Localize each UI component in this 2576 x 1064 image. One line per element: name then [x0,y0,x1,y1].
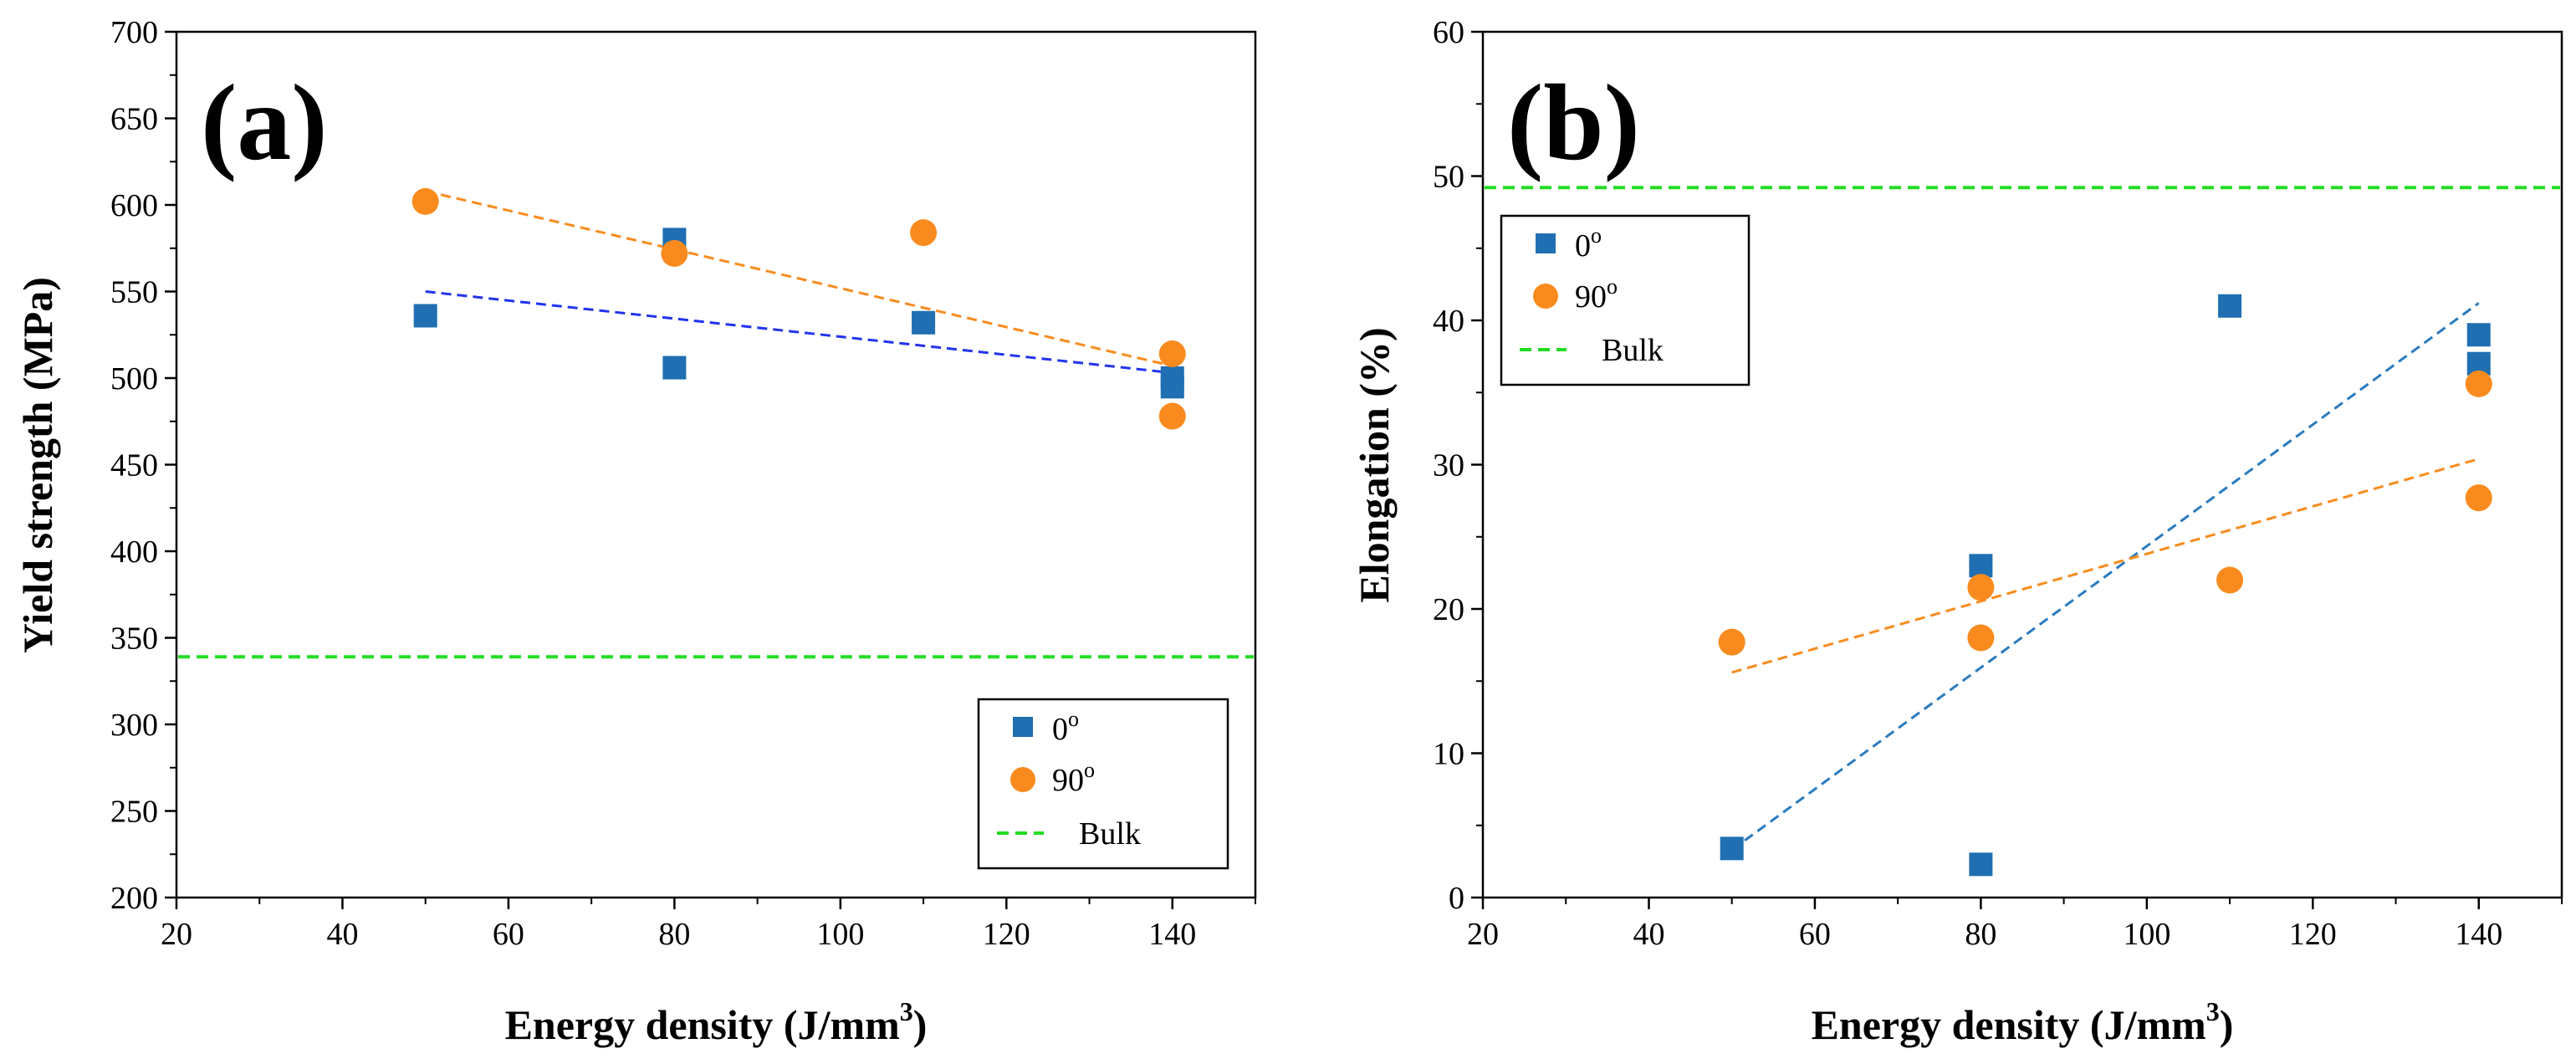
data-point-90deg [1967,624,1995,652]
x-tick-label: 40 [1633,917,1664,952]
y-tick-label: 350 [110,622,158,657]
legend-label-90-a: 90o [1052,758,1095,798]
legend-label-bulk-b: Bulk [1602,333,1664,368]
data-point-0deg [662,356,687,380]
y-tick-label: 550 [110,275,158,310]
legend-marker-0-a [1013,717,1033,737]
panel-b: (b) 20 40 60 80 100 120 140 0 10 20 30 40 50 60 Energ… [1351,15,2563,1048]
legend-label-0-a: 0o [1052,707,1079,747]
x-tick-label: 40 [326,917,358,952]
data-point-90deg [910,219,938,247]
y-tick-label: 450 [110,448,158,483]
fit-line-90 [1731,458,2480,674]
y-tick-label: 30 [1433,448,1464,483]
y-tick-label: 500 [110,361,158,396]
data-point-0deg [2466,323,2491,347]
data-point-90deg [411,187,439,215]
data-point-90deg [2465,484,2492,512]
data-point-0deg [1160,375,1184,399]
y-axis-title-a: Yield strength (MPa) [14,277,61,653]
plot-frame-b [1481,30,2563,899]
data-point-90deg [661,239,688,267]
fit-line-90 [425,189,1173,367]
data-point-90deg [1158,340,1186,368]
data-point-90deg [1718,628,1745,656]
y-tick-label: 10 [1433,737,1464,772]
data-point-90deg [2465,370,2492,397]
y-tick-label: 400 [110,535,158,570]
data-point-90deg [2216,566,2244,594]
legend-label-bulk-a: Bulk [1079,816,1141,852]
x-tick-label: 120 [983,917,1030,952]
y-axis-title-b: Elongation (%) [1351,327,1398,602]
y-tick-label: 200 [110,881,158,916]
panel-label-a: (a) [201,63,328,183]
y-tick-label: 40 [1433,304,1464,339]
data-point-0deg [1969,852,1993,877]
legend-marker-90-b [1533,284,1558,309]
data-point-0deg [912,310,936,335]
y-tick-label: 60 [1433,15,1464,50]
x-tick-label: 60 [493,917,524,952]
y-tick-label: 20 [1433,592,1464,627]
data-point-0deg [1720,836,1744,861]
x-tick-label: 120 [2289,917,2337,952]
y-tick-label: 0 [1449,881,1464,916]
panel-label-b: (b) [1507,63,1640,183]
y-tick-label: 650 [110,102,158,137]
x-tick-label: 140 [1148,917,1196,952]
panel-a: (a) 20 40 60 80 100 120 140 200 250 300 350 400 450 5… [14,15,1257,1048]
y-tick-label: 50 [1433,160,1464,195]
legend-label-0-b: 0o [1575,223,1602,263]
y-tick-label: 300 [110,708,158,743]
y-tick-label: 600 [110,188,158,223]
x-tick-label: 100 [816,917,864,952]
x-axis-title-b: Energy density (J/mm3) [1812,996,2234,1048]
legend-label-90-b: 90o [1575,274,1618,315]
x-tick-label: 140 [2455,917,2502,952]
legend-marker-0-b [1536,233,1556,253]
y-tick-label: 250 [110,795,158,830]
legend-a: 0o 90o Bulk [977,698,1229,870]
x-tick-label: 60 [1799,917,1831,952]
x-tick-label: 20 [161,917,192,952]
data-point-90deg [1967,574,1995,601]
fit-line-0 [1730,302,2480,852]
x-tick-label: 100 [2123,917,2170,952]
data-point-0deg [1969,554,1993,578]
x-tick-label: 80 [1965,917,1996,952]
legend-b: 0o 90o Bulk [1500,214,1751,386]
fit-line-0 [425,290,1173,375]
y-tick-label: 700 [110,15,158,50]
data-point-0deg [2218,294,2242,318]
x-tick-label: 20 [1467,917,1499,952]
x-tick-label: 80 [658,917,690,952]
legend-marker-90-a [1010,767,1035,792]
data-point-0deg [413,304,437,328]
x-axis-title-a: Energy density (J/mm3) [505,996,928,1048]
data-point-90deg [1158,402,1186,430]
